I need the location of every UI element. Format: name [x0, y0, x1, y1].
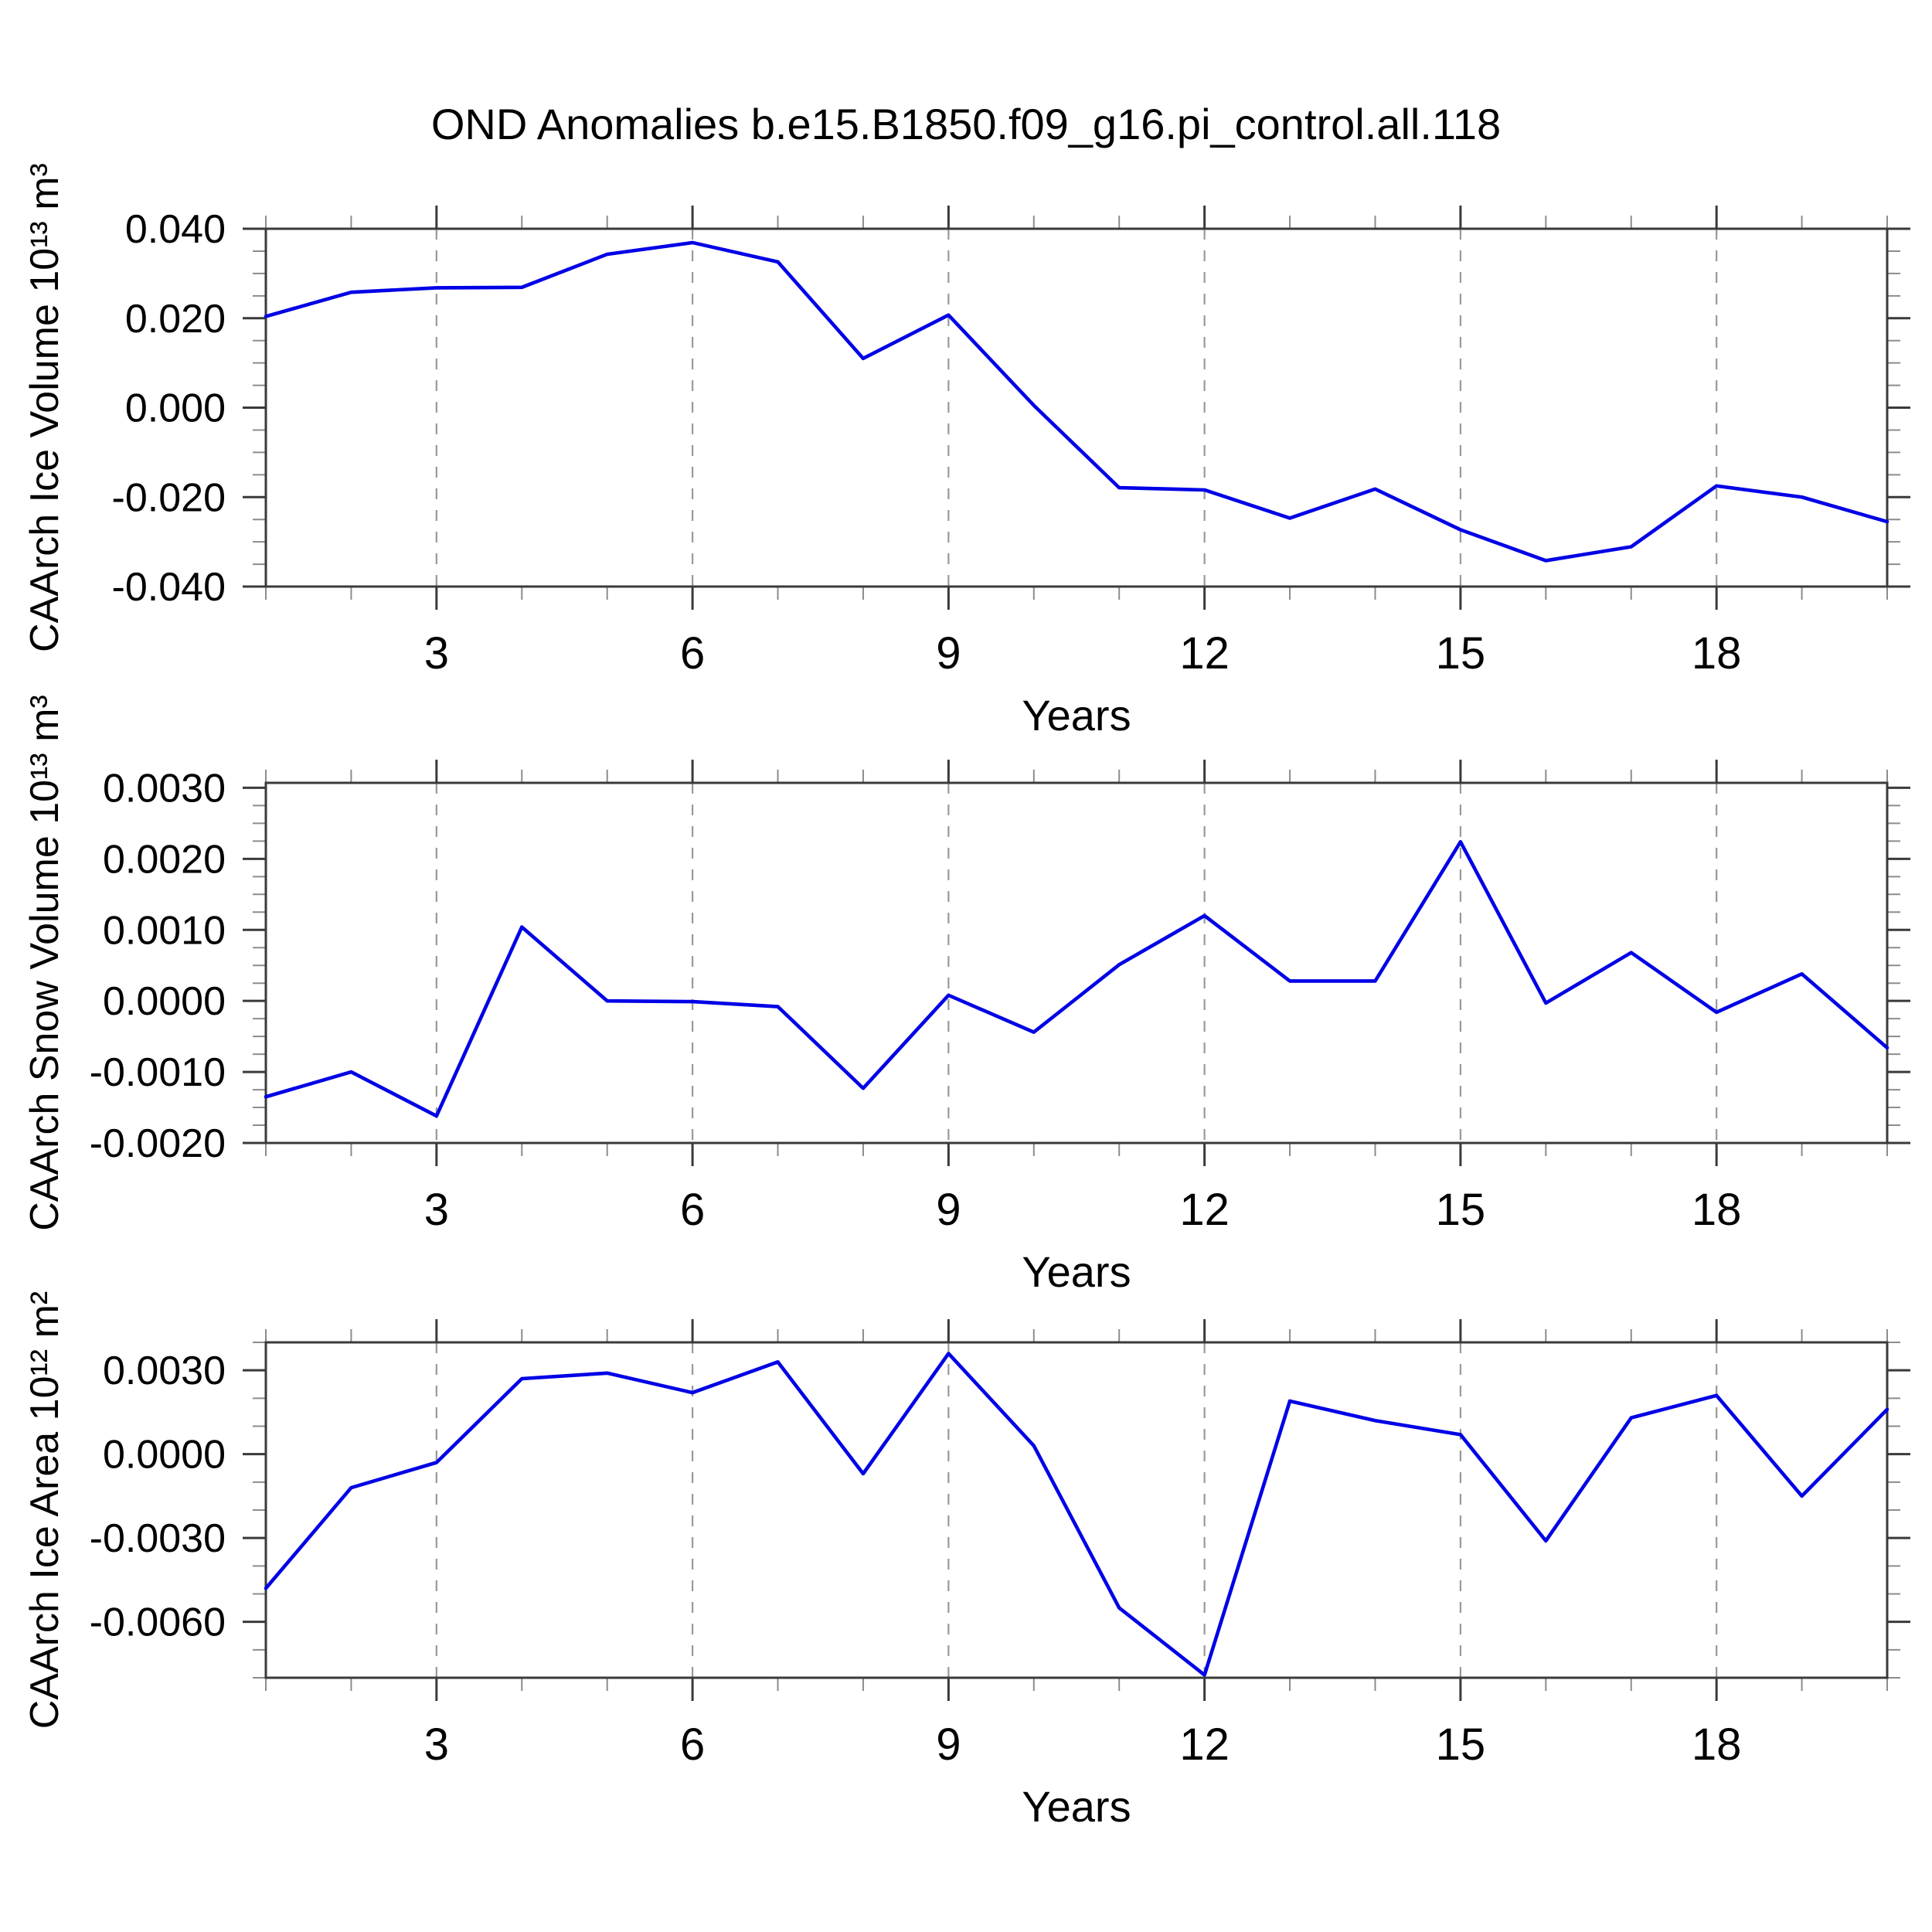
plot-frame	[264, 781, 1889, 1145]
y-tick-label: -0.0030	[90, 1516, 226, 1561]
x-tick-label: 12	[1179, 628, 1230, 679]
x-tick-label: 9	[936, 1185, 961, 1235]
x-axis-title: Years	[1022, 1782, 1131, 1831]
y-tick-label: 0.040	[125, 207, 226, 252]
y-tick-label: 0.0010	[103, 908, 226, 953]
y-tick-labels: 0.040 0.020 0.000 -0.020 -0.040	[112, 207, 226, 610]
x-tick-label: 15	[1436, 1185, 1486, 1235]
x-tick-label: 12	[1179, 1719, 1230, 1770]
y-tick-label: -0.0020	[90, 1121, 226, 1166]
x-tick-label: 18	[1692, 1719, 1742, 1770]
x-tick-labels: 3 6 9 12 15 18	[424, 628, 1742, 679]
chart-1: 0.040 0.020 0.000 -0.020 -0.040 3 6 9 12 15 18 Year…	[22, 163, 1910, 740]
axis-ticks	[243, 206, 1910, 610]
x-tick-label: 9	[936, 628, 961, 679]
y-tick-label: -0.0010	[90, 1050, 226, 1095]
y-tick-label: 0.0030	[103, 766, 226, 811]
x-tick-label: 15	[1436, 1719, 1486, 1770]
plot-frame	[264, 227, 1889, 588]
data-line-series	[264, 1352, 1889, 1677]
chart-2: 0.0030 0.0020 0.0010 0.0000 -0.0010 -0.0020 3 6…	[22, 695, 1910, 1296]
y-tick-label: -0.040	[112, 565, 226, 610]
x-tick-label: 9	[936, 1719, 961, 1770]
y-tick-label: 0.0000	[103, 979, 226, 1024]
x-tick-label: 18	[1692, 1185, 1742, 1235]
page-title: OND Anomalies b.e15.B1850.f09_g16.pi_con…	[430, 100, 1502, 148]
y-axis-title: CAArch Ice Area 10¹² m²	[22, 1291, 67, 1729]
plot-frame	[264, 1341, 1889, 1679]
x-tick-labels: 3 6 9 12 15 18	[424, 1719, 1742, 1770]
y-tick-label: 0.0030	[103, 1349, 226, 1393]
x-tick-label: 18	[1692, 628, 1742, 679]
x-tick-label: 12	[1179, 1185, 1230, 1235]
y-tick-label: 0.0020	[103, 837, 226, 882]
x-gridlines	[435, 1342, 1718, 1678]
y-tick-label: 0.020	[125, 297, 226, 342]
x-tick-label: 6	[680, 1185, 705, 1235]
x-axis-title: Years	[1022, 1247, 1131, 1296]
y-tick-label: 0.0000	[103, 1433, 226, 1478]
x-tick-label: 3	[424, 1719, 449, 1770]
y-tick-labels: 0.0030 0.0000 -0.0030 -0.0060	[90, 1349, 226, 1645]
data-line-series	[264, 839, 1889, 1118]
x-axis-title: Years	[1022, 691, 1131, 740]
x-tick-label: 3	[424, 1185, 449, 1235]
x-tick-labels: 3 6 9 12 15 18	[424, 1185, 1742, 1235]
x-gridlines	[435, 783, 1718, 1143]
x-tick-label: 6	[680, 1719, 705, 1770]
axis-ticks	[243, 760, 1910, 1166]
y-tick-label: -0.020	[112, 475, 226, 520]
x-tick-label: 15	[1436, 628, 1486, 679]
x-tick-label: 3	[424, 628, 449, 679]
x-gridlines	[435, 229, 1718, 587]
y-axis-title: CAArch Ice Volume 10¹³ m³	[22, 163, 67, 652]
y-tick-label: -0.0060	[90, 1600, 226, 1645]
y-tick-labels: 0.0030 0.0020 0.0010 0.0000 -0.0010 -0.0020	[90, 766, 226, 1166]
y-tick-label: 0.000	[125, 386, 226, 431]
data-line-series	[264, 240, 1889, 563]
x-tick-label: 6	[680, 628, 705, 679]
chart-3: 0.0030 0.0000 -0.0030 -0.0060 3 6 9 12 15 18 Years…	[22, 1291, 1910, 1831]
axis-ticks	[243, 1319, 1910, 1701]
y-axis-title: CAArch Snow Volume 10¹³ m³	[22, 695, 67, 1231]
